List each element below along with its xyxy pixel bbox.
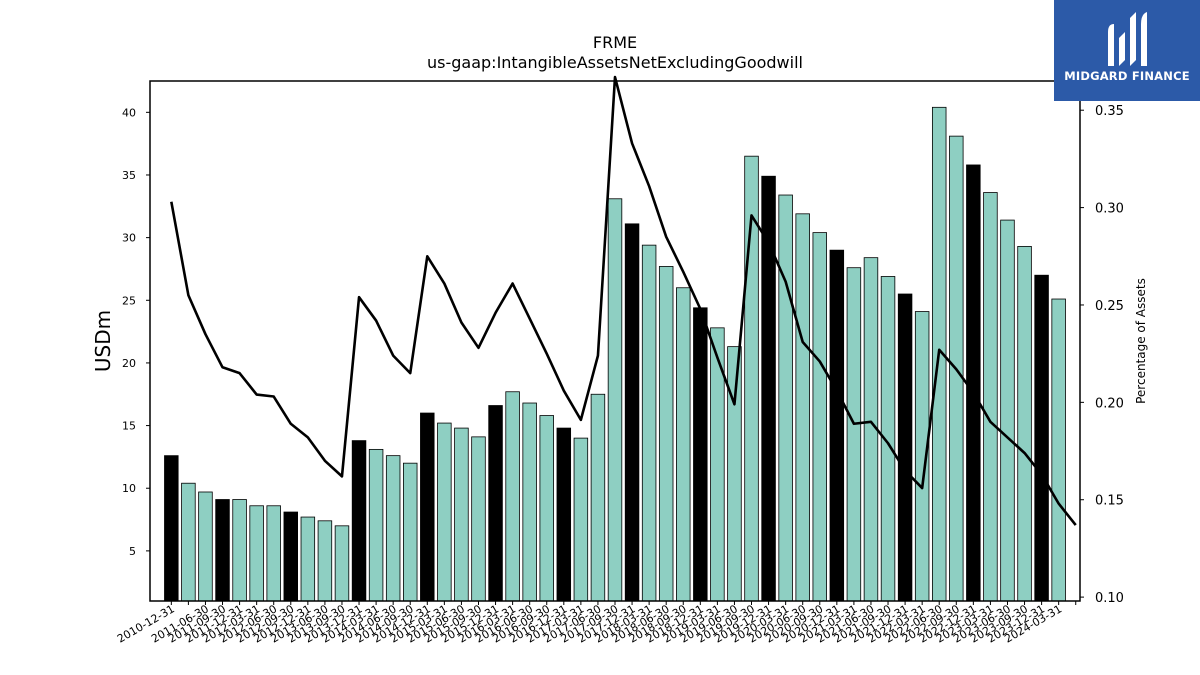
bar xyxy=(1017,245,1032,602)
y2-tick-label: 0.20 xyxy=(1095,396,1124,411)
bar xyxy=(351,440,367,602)
bar xyxy=(402,462,418,602)
bar xyxy=(676,287,691,602)
y-tick-label: 25 xyxy=(122,294,136,307)
bar xyxy=(795,213,810,602)
bar xyxy=(164,455,179,602)
bar xyxy=(334,525,350,602)
bar xyxy=(556,427,572,602)
y2-tick-label: 0.15 xyxy=(1095,494,1124,509)
bar xyxy=(437,422,452,602)
bar xyxy=(573,437,589,602)
y-axis-label: USDm xyxy=(91,310,115,372)
y2-axis-label: Percentage of Assets xyxy=(1134,278,1148,404)
bar xyxy=(727,346,742,602)
bar xyxy=(266,505,281,602)
bar xyxy=(812,232,827,602)
bar xyxy=(385,455,401,602)
midgard-finance-logo: MIDGARD FINANCE xyxy=(1054,0,1200,101)
bar xyxy=(505,391,520,602)
bar xyxy=(249,505,264,602)
y2-tick-label: 0.35 xyxy=(1095,104,1124,119)
chart-title: FRME xyxy=(593,33,637,52)
bar xyxy=(420,412,435,602)
bar xyxy=(283,511,299,602)
bar xyxy=(983,192,998,602)
bar xyxy=(761,175,776,602)
bar xyxy=(966,164,981,602)
bar xyxy=(607,198,623,602)
bar xyxy=(624,223,640,602)
y2-tick-label: 0.30 xyxy=(1095,202,1124,217)
y-tick-label: 35 xyxy=(122,169,136,182)
bar xyxy=(1051,298,1066,602)
bar xyxy=(641,244,657,602)
logo-text: MIDGARD FINANCE xyxy=(1064,69,1190,83)
bar xyxy=(658,266,674,602)
bar xyxy=(454,427,469,602)
y-tick-label: 5 xyxy=(129,545,136,558)
logo-mark-icon xyxy=(1108,12,1147,66)
bar xyxy=(198,491,213,602)
y-tick-label: 20 xyxy=(122,357,136,370)
bar xyxy=(232,499,247,602)
bar xyxy=(471,436,486,602)
bar xyxy=(693,307,708,602)
bar xyxy=(539,415,554,602)
bar xyxy=(829,249,845,602)
bar xyxy=(215,499,230,602)
percentage-line xyxy=(170,75,1077,526)
y-tick-label: 30 xyxy=(122,232,136,245)
bar xyxy=(300,516,316,602)
bar xyxy=(522,402,537,602)
bar xyxy=(368,448,384,602)
bar xyxy=(846,267,862,602)
bar xyxy=(590,393,606,602)
y-tick-label: 15 xyxy=(122,420,136,433)
bar xyxy=(1000,219,1015,602)
bar xyxy=(778,194,793,602)
bar xyxy=(181,482,196,602)
bar xyxy=(897,293,913,602)
bar xyxy=(1034,274,1049,602)
bar xyxy=(488,405,503,602)
chart-subtitle: us-gaap:IntangibleAssetsNetExcludingGood… xyxy=(427,53,803,72)
y-tick-label: 10 xyxy=(122,482,136,495)
bar xyxy=(317,520,333,602)
y-tick-label: 40 xyxy=(122,106,136,119)
y2-tick-label: 0.25 xyxy=(1095,299,1124,314)
y2-tick-label: 0.10 xyxy=(1095,591,1124,606)
